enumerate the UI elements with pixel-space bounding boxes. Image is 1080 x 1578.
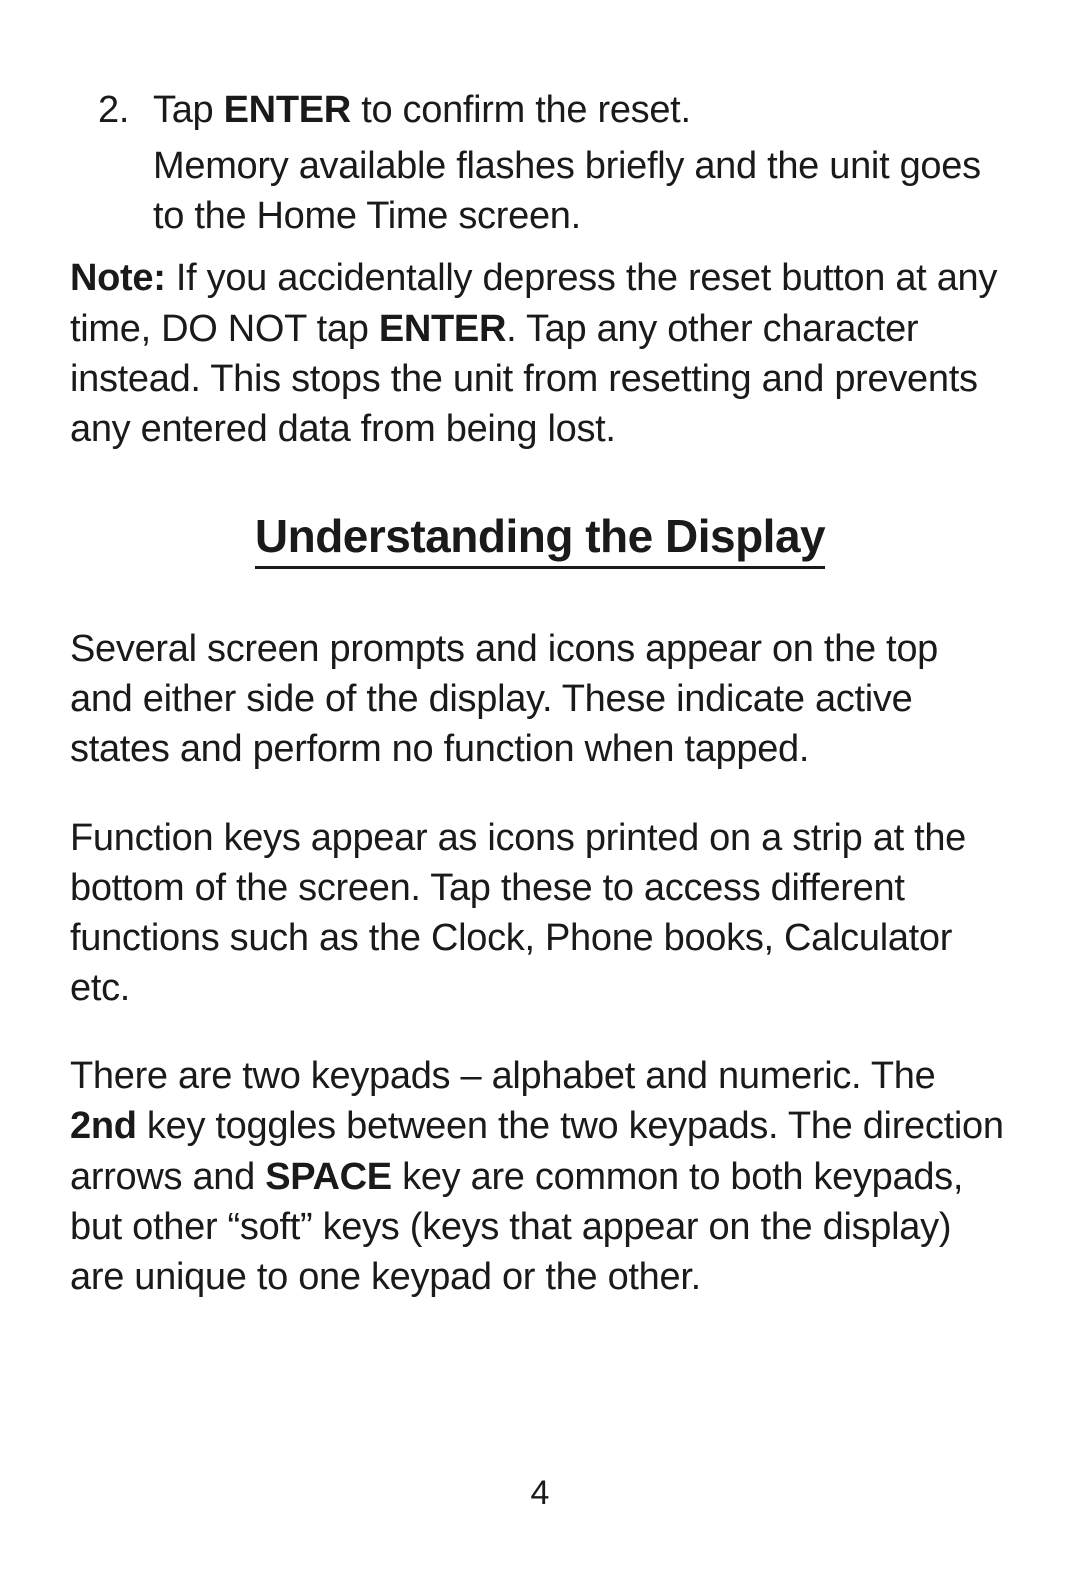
text: Tap [153, 89, 224, 131]
manual-page: 2. Tap ENTER to confirm the reset. Memor… [0, 0, 1080, 1578]
space-key-label: SPACE [265, 1156, 392, 1198]
enter-key-label: ENTER [224, 89, 351, 131]
spacer [70, 1013, 1010, 1051]
second-key-label: 2nd [70, 1105, 137, 1147]
step-2: 2. Tap ENTER to confirm the reset. Memor… [70, 85, 1010, 241]
text: There are two keypads – alphabet and num… [70, 1055, 935, 1097]
step-number: 2. [70, 85, 153, 135]
spacer [70, 454, 1010, 509]
step-2-line1: 2. Tap ENTER to confirm the reset. [70, 85, 1010, 135]
section-heading: Understanding the Display [255, 509, 825, 569]
paragraph-2: Function keys appear as icons printed on… [70, 813, 1010, 1014]
note-label: Note: [70, 257, 166, 299]
paragraph-1: Several screen prompts and icons appear … [70, 624, 1010, 774]
spacer [70, 569, 1010, 624]
text: to confirm the reset. [351, 89, 691, 131]
paragraph-3: There are two keypads – alphabet and num… [70, 1051, 1010, 1302]
step-2-text1: Tap ENTER to confirm the reset. [153, 85, 1010, 135]
spacer [70, 775, 1010, 813]
page-number: 4 [0, 1474, 1080, 1513]
section-heading-wrap: Understanding the Display [70, 509, 1010, 569]
step-2-text2: Memory available flashes briefly and the… [70, 141, 1010, 241]
note-paragraph: Note: If you accidentally depress the re… [70, 253, 1010, 454]
enter-key-label: ENTER [379, 308, 506, 350]
